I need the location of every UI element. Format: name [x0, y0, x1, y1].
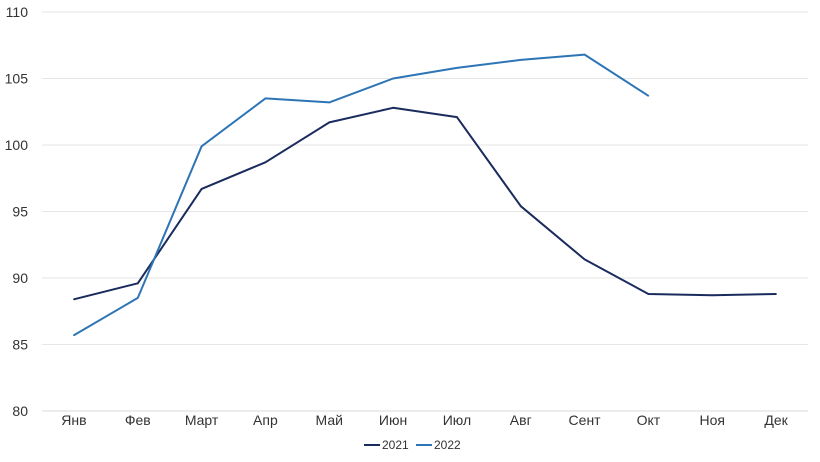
x-tick-label: Ноя — [700, 412, 725, 428]
data-point-2021 — [392, 106, 394, 109]
legend-item-2022: 2022 — [416, 438, 461, 452]
legend-label: 2022 — [434, 438, 461, 452]
data-point-2021 — [647, 293, 650, 295]
data-point-2022 — [73, 334, 75, 336]
data-point-2021 — [136, 282, 139, 285]
gridlines — [42, 11, 808, 412]
y-tick-label: 110 — [6, 4, 29, 20]
y-tick-label: 95 — [12, 204, 28, 220]
x-tick-label: Авг — [510, 412, 532, 428]
data-point-2021 — [775, 293, 777, 295]
data-point-2021 — [200, 188, 203, 190]
series-line-2022 — [73, 53, 649, 337]
y-axis-ticks: 80 85 90 95 100 105 110 — [5, 4, 29, 419]
data-point-2022 — [328, 101, 331, 104]
series-lines — [73, 53, 777, 337]
data-point-2021 — [264, 161, 267, 164]
data-point-2022 — [583, 53, 586, 56]
data-point-2021 — [73, 298, 75, 301]
y-tick-label: 105 — [5, 71, 29, 87]
y-tick-label: 90 — [12, 270, 28, 286]
x-tick-label: Июл — [443, 412, 471, 428]
data-point-2022 — [136, 297, 139, 299]
data-point-2021 — [519, 205, 522, 207]
x-tick-label: Окт — [637, 412, 661, 428]
x-tick-label: Март — [185, 412, 219, 428]
y-tick-label: 85 — [12, 337, 28, 353]
x-tick-label: Апр — [253, 412, 278, 428]
x-tick-label: Июн — [379, 412, 407, 428]
x-tick-label: Май — [316, 412, 343, 428]
x-tick-label: Сент — [569, 412, 602, 428]
y-tick-label: 100 — [5, 137, 29, 153]
x-tick-label: Дек — [764, 412, 788, 428]
x-tick-label: Фев — [125, 412, 151, 428]
data-point-2022 — [519, 59, 522, 61]
data-point-2021 — [328, 121, 331, 124]
data-point-2021 — [583, 258, 586, 261]
legend: 2021 2022 — [364, 438, 461, 452]
data-point-2022 — [392, 77, 394, 80]
x-tick-label: Янв — [61, 412, 86, 428]
data-point-2022 — [456, 67, 458, 69]
data-point-2022 — [264, 97, 267, 100]
legend-label: 2021 — [382, 438, 409, 452]
legend-item-2021: 2021 — [364, 438, 409, 452]
data-point-2022 — [200, 145, 203, 148]
y-tick-label: 80 — [12, 403, 28, 419]
data-point-2021 — [456, 116, 458, 118]
series-line-2021 — [73, 106, 777, 301]
data-point-2021 — [711, 294, 714, 297]
data-point-2022 — [647, 94, 650, 97]
x-axis-ticks: Янв Фев Март Апр Май Июн Июл Авг Сент Окт Ноя Дек — [61, 412, 788, 428]
